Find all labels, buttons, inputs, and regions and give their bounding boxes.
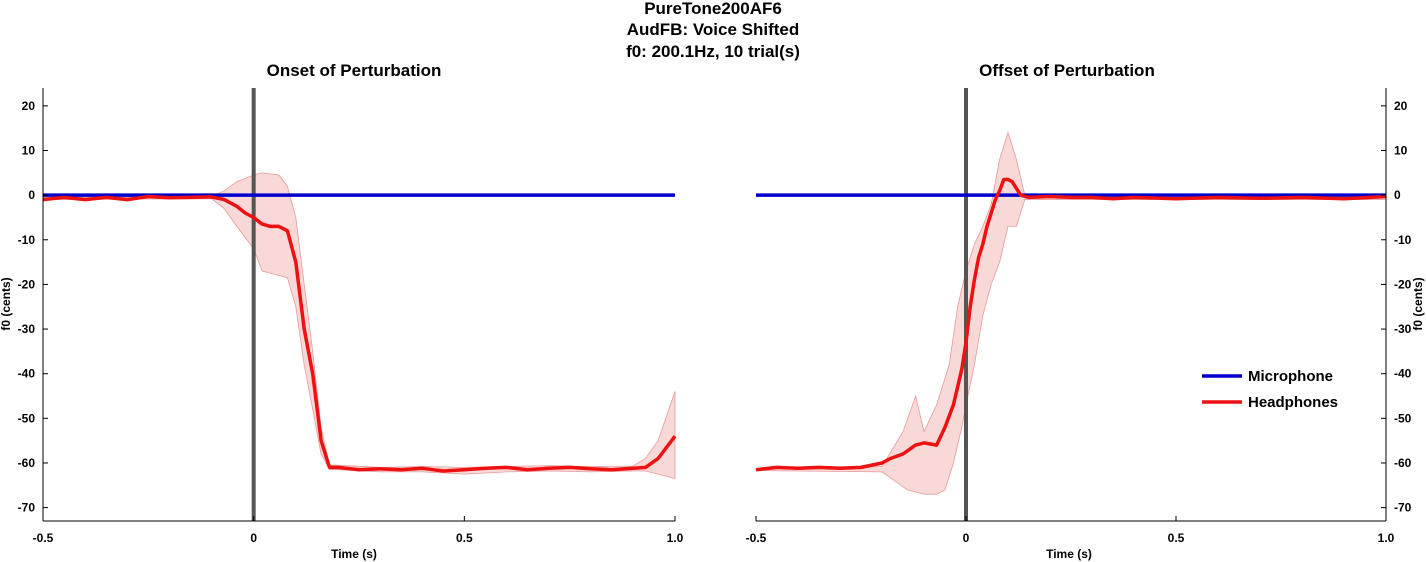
offset-y-tick-label: -10 (1394, 233, 1412, 247)
onset-y-tick-label: -60 (18, 456, 36, 470)
offset-y-tick-label: -20 (1394, 277, 1412, 291)
onset-y-tick-label: 10 (22, 143, 36, 157)
legend: Microphone Headphones (1202, 368, 1338, 411)
figure-title: PureTone200AF6 AudFB: Voice Shifted f0: … (626, 0, 800, 61)
offset-x-tick-label: 0 (963, 531, 970, 545)
offset-x-tick-label: -0.5 (746, 531, 767, 545)
onset-x-tick-label: 0 (250, 531, 257, 545)
onset-y-axis-label: f0 (cents) (0, 277, 13, 330)
offset-x-axis-label: Time (s) (1046, 547, 1092, 561)
onset-y-tick-label: 20 (22, 99, 36, 113)
offset-x-tick-label: 0.5 (1168, 531, 1185, 545)
offset-axes: -0.5 0 0.5 1.0 20 10 0 -10 -20 -30 -40 -50 -60 -70 (746, 88, 1412, 545)
offset-y-tick-label: -30 (1394, 322, 1412, 336)
onset-headphones-line (42, 194, 677, 473)
offset-y-tick-label: 0 (1394, 188, 1401, 202)
onset-headphones-band (42, 172, 676, 480)
legend-headphones-label: Headphones (1248, 394, 1338, 411)
offset-y-tick-label: -60 (1394, 456, 1412, 470)
figure-title-line-1: PureTone200AF6 (644, 0, 782, 18)
figure-title-line-2: AudFB: Voice Shifted (627, 20, 800, 39)
offset-y-axis-label: f0 (cents) (1411, 277, 1425, 330)
onset-y-tick-label: -30 (18, 322, 36, 336)
offset-headphones-line (755, 177, 1387, 472)
onset-y-tick-label: -70 (18, 501, 36, 515)
onset-x-tick-label: 0.5 (456, 531, 473, 545)
onset-x-tick-label: -0.5 (33, 531, 54, 545)
offset-panel: Offset of Perturbation Time (s) f0 (cent… (746, 61, 1425, 561)
onset-axes: -0.5 0 0.5 1.0 20 10 0 -10 -20 -30 -40 -50 -60 -70 (18, 88, 684, 545)
onset-panel-title: Onset of Perturbation (267, 61, 442, 80)
offset-plot-area (755, 88, 1387, 521)
onset-y-tick-label: -20 (18, 277, 36, 291)
offset-y-tick-label: -50 (1394, 411, 1412, 425)
onset-x-axis-label: Time (s) (331, 547, 377, 561)
onset-y-tick-label: -50 (18, 411, 36, 425)
onset-y-tick-label: 0 (28, 188, 35, 202)
offset-headphones-band (755, 131, 1387, 495)
offset-y-tick-label: -70 (1394, 501, 1412, 515)
onset-plot-area (42, 88, 677, 521)
figure-title-line-3: f0: 200.1Hz, 10 trial(s) (626, 42, 800, 61)
onset-x-tick-label: 1.0 (667, 531, 684, 545)
offset-x-tick-label: 1.0 (1378, 531, 1395, 545)
offset-panel-title: Offset of Perturbation (979, 61, 1155, 80)
offset-y-tick-label: -40 (1394, 367, 1412, 381)
offset-y-tick-label: 10 (1394, 143, 1408, 157)
legend-microphone-label: Microphone (1248, 368, 1333, 385)
onset-y-tick-label: -10 (18, 233, 36, 247)
onset-y-tick-label: -40 (18, 367, 36, 381)
onset-panel: Onset of Perturbation Time (s) f0 (cents… (0, 61, 684, 561)
offset-y-tick-label: 20 (1394, 99, 1408, 113)
